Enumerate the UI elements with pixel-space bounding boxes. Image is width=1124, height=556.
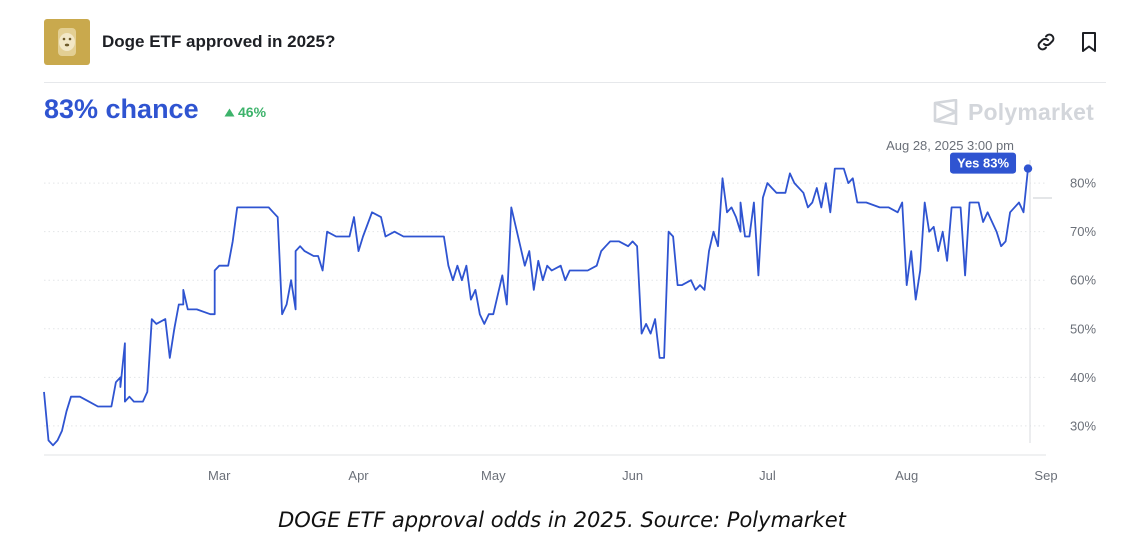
polymarket-logo-icon bbox=[933, 99, 958, 125]
y-tick-label: 60% bbox=[1070, 273, 1096, 288]
x-tick-label: Apr bbox=[348, 468, 369, 483]
x-tick-label: Mar bbox=[208, 468, 231, 483]
x-tick-label: Jun bbox=[622, 468, 643, 483]
x-tick-label: Jul bbox=[759, 468, 776, 483]
tooltip-label: Yes 83% bbox=[957, 156, 1009, 171]
chance-value: 83% chance bbox=[44, 94, 199, 124]
change-indicator: 46% bbox=[224, 104, 266, 120]
brand-name: Polymarket bbox=[968, 98, 1095, 125]
y-axis-labels: 30% 40% 50% 60% 70% 80% bbox=[1070, 176, 1096, 434]
change-value: 46% bbox=[238, 104, 267, 120]
series-line-yes bbox=[43, 167, 1029, 447]
polymarket-brand: Polymarket bbox=[932, 97, 1094, 127]
market-header: Doge ETF approved in 2025? bbox=[44, 19, 1106, 65]
tooltip-date: Aug 28, 2025 3:00 pm bbox=[886, 138, 1014, 153]
odds-line-chart[interactable]: 30% 40% 50% 60% 70% 80% Mar Apr May Jun Jul Aug Sep… bbox=[0, 130, 1124, 490]
x-axis-labels: Mar Apr May Jun Jul Aug Sep bbox=[208, 468, 1058, 483]
y-tick-label: 70% bbox=[1070, 224, 1096, 239]
current-value-dot[interactable] bbox=[1023, 164, 1033, 173]
x-tick-label: May bbox=[481, 468, 506, 483]
y-tick-label: 50% bbox=[1070, 321, 1096, 336]
tooltip-badge-bg bbox=[950, 152, 1017, 174]
bookmark-icon[interactable] bbox=[1077, 30, 1101, 54]
triangle-up-icon bbox=[224, 108, 235, 116]
x-tick-label: Aug bbox=[895, 468, 918, 483]
market-title: Doge ETF approved in 2025? bbox=[102, 32, 336, 51]
doge-market-thumbnail[interactable] bbox=[44, 19, 90, 65]
y-tick-label: 40% bbox=[1070, 370, 1096, 385]
tooltip-badge: Yes 83% bbox=[950, 152, 1017, 174]
header-divider bbox=[44, 82, 1106, 83]
figure-caption: DOGE ETF approval odds in 2025. Source: … bbox=[278, 508, 846, 532]
link-icon[interactable] bbox=[1034, 30, 1058, 54]
y-tick-label: 30% bbox=[1070, 418, 1096, 433]
x-tick-label: Sep bbox=[1034, 468, 1057, 483]
grid-lines bbox=[44, 182, 1046, 427]
y-tick-label: 80% bbox=[1070, 176, 1096, 191]
